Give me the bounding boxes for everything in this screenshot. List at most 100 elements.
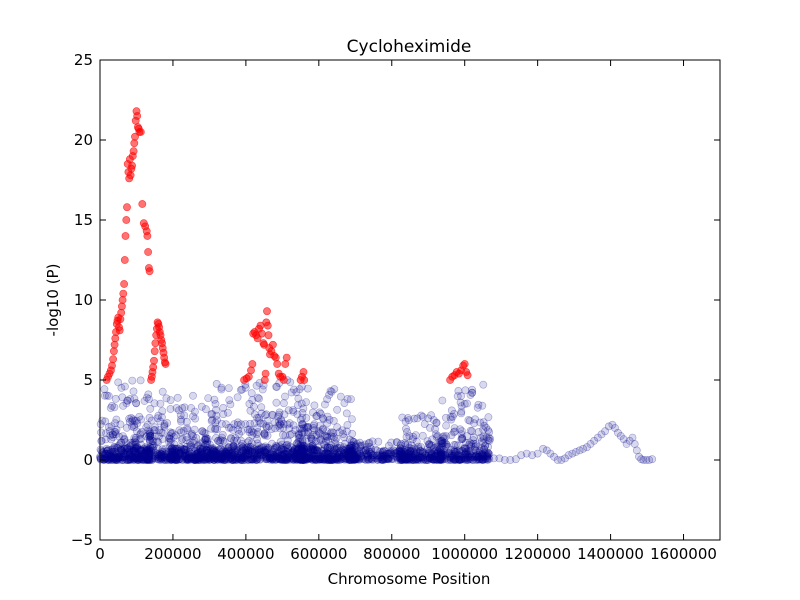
data-point-background	[189, 391, 197, 400]
data-point-background	[141, 455, 150, 464]
data-point-background	[336, 392, 345, 401]
data-point-background	[123, 448, 132, 456]
axes: 0 200000 400000 600000 800000 1000000 1200000 1…	[71, 51, 721, 563]
data-point-background	[137, 447, 146, 455]
data-point-background	[106, 455, 115, 463]
data-point-background	[107, 446, 116, 455]
data-point-background	[104, 449, 113, 458]
data-point-background	[154, 411, 163, 420]
data-point-background	[115, 452, 123, 461]
data-point-background	[127, 414, 136, 422]
data-point-background	[145, 452, 153, 461]
data-point-significant	[300, 376, 309, 384]
data-point-background	[118, 455, 127, 464]
data-point-significant	[120, 280, 128, 288]
data-point-background	[192, 433, 201, 442]
data-point-background	[162, 454, 171, 463]
data-point-significant	[257, 329, 266, 338]
data-point-background	[145, 455, 153, 464]
data-point-background	[110, 454, 118, 463]
data-point-background	[104, 423, 113, 431]
data-point-background	[125, 456, 134, 464]
data-point-background	[108, 453, 116, 462]
data-point-background	[201, 405, 210, 414]
data-point-background	[111, 452, 119, 461]
data-point-background	[112, 454, 121, 463]
data-point-background	[143, 455, 152, 464]
data-point-significant	[119, 289, 128, 298]
data-point-background	[293, 401, 302, 409]
data-point-background	[126, 449, 135, 457]
data-point-background	[108, 401, 116, 410]
data-point-background	[145, 447, 154, 456]
data-point-background	[112, 452, 120, 461]
data-point-background	[133, 455, 141, 464]
data-point-background	[125, 445, 134, 454]
data-point-background	[126, 456, 135, 464]
data-point-background	[117, 453, 126, 462]
data-point-significant	[268, 340, 277, 349]
data-point-background	[123, 456, 132, 464]
data-point-background	[141, 448, 150, 457]
data-point-significant	[123, 203, 131, 212]
data-point-background	[129, 440, 137, 449]
data-point-background	[297, 454, 305, 463]
data-point-background	[121, 452, 129, 461]
data-point-background	[142, 445, 151, 453]
data-point-background	[294, 394, 303, 403]
data-point-background	[130, 423, 139, 432]
data-point-background	[219, 449, 228, 458]
data-point-background	[151, 423, 159, 432]
data-point-background	[158, 435, 167, 443]
data-point-background	[200, 428, 208, 437]
data-point-background	[130, 456, 138, 464]
data-point-background	[133, 455, 142, 464]
x-axis-label: Chromosome Position	[328, 570, 491, 588]
data-point-background	[142, 393, 151, 402]
data-point-background	[159, 455, 167, 464]
data-point-background	[115, 432, 124, 441]
data-point-significant	[130, 139, 139, 148]
data-point-background	[119, 452, 128, 461]
data-point-background	[143, 454, 152, 463]
data-point-background	[121, 443, 130, 452]
data-point-background	[202, 445, 211, 454]
data-point-background	[163, 419, 171, 427]
data-point-background	[136, 449, 145, 458]
data-point-background	[142, 445, 151, 454]
data-point-background	[167, 451, 175, 460]
data-point-background	[146, 437, 155, 446]
data-point-background	[148, 455, 156, 464]
data-point-background	[145, 413, 154, 422]
data-point-background	[135, 412, 144, 421]
data-point-background	[129, 455, 138, 464]
data-point-background	[325, 415, 334, 424]
data-point-background	[163, 455, 172, 464]
data-point-significant	[116, 315, 125, 324]
y-tick-label: 0	[83, 451, 93, 469]
data-point-background	[155, 455, 164, 464]
data-point-background	[145, 450, 153, 459]
data-point-background	[166, 437, 175, 446]
data-point-background	[188, 452, 197, 460]
data-point-background	[126, 454, 135, 463]
x-tick-label: 0	[95, 545, 105, 563]
data-point-background	[201, 429, 210, 438]
data-point-background	[348, 450, 357, 459]
data-point-background	[148, 436, 157, 445]
data-point-significant	[108, 361, 116, 370]
data-point-background	[135, 453, 143, 462]
data-point-background	[136, 445, 145, 454]
data-point-significant	[118, 302, 126, 311]
data-point-background	[130, 394, 139, 403]
data-point-background	[135, 447, 144, 456]
data-point-background	[157, 450, 166, 459]
data-point-background	[111, 430, 120, 439]
data-point-background	[130, 437, 139, 446]
data-point-background	[153, 437, 161, 446]
data-point-significant	[126, 171, 135, 180]
data-point-background	[482, 423, 490, 432]
data-point-background	[146, 443, 155, 452]
data-point-background	[126, 438, 135, 447]
data-point-background	[148, 454, 157, 463]
